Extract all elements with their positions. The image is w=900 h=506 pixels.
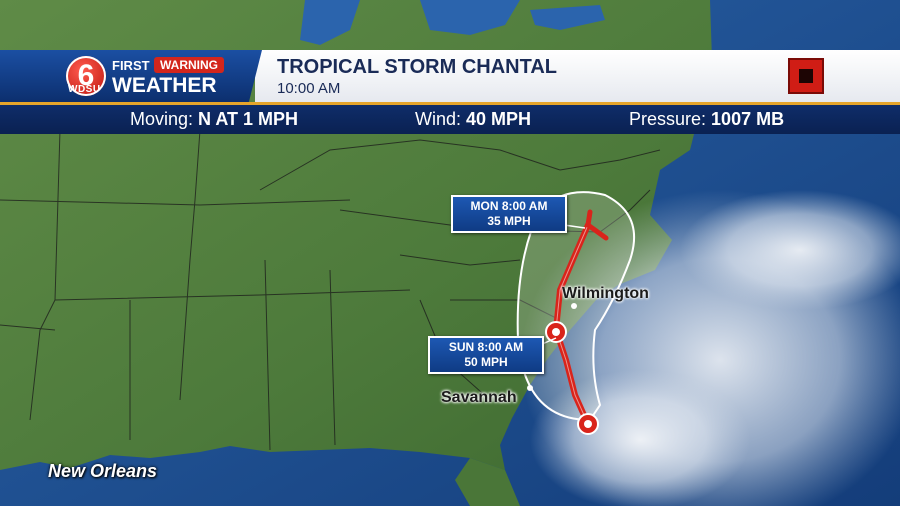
- city-dot: [527, 385, 533, 391]
- brand-first: FIRST: [112, 58, 150, 73]
- forecast-point-mon: MON 8:00 AM 35 MPH: [451, 195, 567, 233]
- brand-warning: WARNING: [154, 57, 224, 73]
- stat-pressure: Pressure: 1007 MB: [629, 109, 784, 130]
- header-banner: 6 WDSU FIRST WARNING WEATHER TROPICAL ST…: [0, 50, 900, 102]
- forecast-point-time: MON 8:00 AM: [470, 199, 548, 213]
- red-square-icon: [788, 58, 824, 94]
- stat-pressure-label: Pressure:: [629, 109, 707, 129]
- stat-pressure-value: 1007 MB: [711, 109, 785, 129]
- forecast-point-wind: 50 MPH: [464, 355, 508, 369]
- city-savannah: Savannah: [441, 389, 517, 406]
- accent-divider: [0, 102, 900, 105]
- storm-symbol-icon: [577, 413, 599, 435]
- city-wilmington: Wilmington: [562, 285, 649, 302]
- city-dot: [571, 303, 577, 309]
- lake: [530, 5, 605, 30]
- stat-wind-label: Wind:: [415, 109, 462, 129]
- stat-wind: Wind: 40 MPH: [415, 109, 531, 130]
- station-call-letters: WDSU: [68, 84, 101, 95]
- lake: [300, 0, 360, 45]
- storm-clouds: [530, 370, 750, 506]
- brand-weather: WEATHER: [112, 74, 217, 97]
- florida: [455, 458, 520, 506]
- stat-moving-label: Moving:: [130, 109, 194, 129]
- storm-clouds: [680, 190, 900, 310]
- depression-symbol-icon: [585, 209, 609, 241]
- station-logo: 6: [66, 56, 106, 96]
- forecast-point-wind: 35 MPH: [487, 214, 531, 228]
- stats-bar: Moving: N AT 1 MPH Wind: 40 MPH Pressure…: [0, 105, 900, 134]
- station-brand: 6 WDSU FIRST WARNING WEATHER: [0, 50, 262, 102]
- storm-symbol-icon: [545, 321, 567, 343]
- stat-moving: Moving: N AT 1 MPH: [130, 109, 298, 130]
- storm-time: 10:00 AM: [277, 80, 341, 97]
- storm-title: TROPICAL STORM CHANTAL: [277, 56, 557, 78]
- forecast-point-sun: SUN 8:00 AM 50 MPH: [428, 336, 544, 374]
- lake: [420, 0, 520, 35]
- city-new-orleans: New Orleans: [48, 461, 158, 481]
- stat-wind-value: 40 MPH: [466, 109, 532, 129]
- stat-moving-value: N AT 1 MPH: [198, 109, 299, 129]
- forecast-point-time: SUN 8:00 AM: [448, 340, 524, 354]
